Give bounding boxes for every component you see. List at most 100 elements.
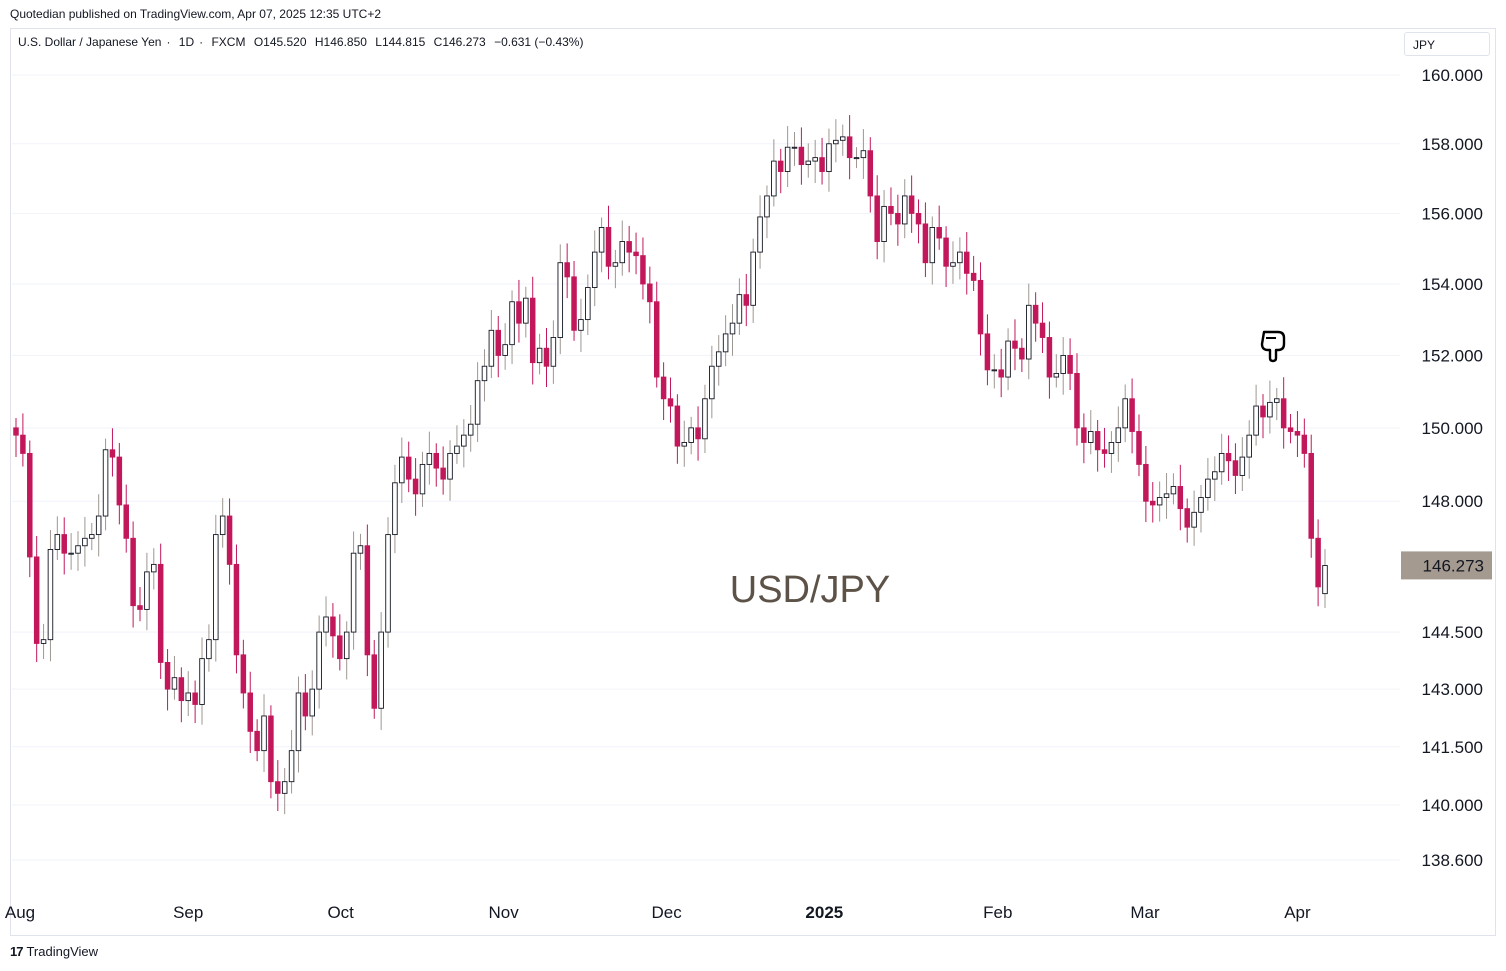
candle-body bbox=[157, 563, 164, 663]
candle-body bbox=[598, 227, 605, 253]
candle bbox=[1039, 302, 1046, 354]
candle-body bbox=[681, 441, 688, 447]
candle-body bbox=[440, 467, 446, 480]
candle bbox=[736, 278, 743, 335]
candle bbox=[1150, 482, 1156, 523]
ohlc-close: C146.273 bbox=[433, 35, 486, 49]
candle bbox=[757, 195, 763, 269]
price-tick-label: 160.000 bbox=[1422, 66, 1483, 85]
candle-body bbox=[922, 223, 929, 264]
candle bbox=[1088, 410, 1094, 455]
candle-body bbox=[226, 515, 233, 565]
time-axis[interactable]: Aug Sep Oct Nov Dec 2025 Feb Mar Apr bbox=[5, 903, 1311, 922]
candle-body bbox=[295, 692, 302, 752]
candle-body bbox=[709, 365, 715, 400]
candle bbox=[13, 418, 19, 458]
candle bbox=[984, 314, 991, 386]
candle-body bbox=[536, 347, 543, 364]
candle-body bbox=[605, 227, 612, 267]
candle bbox=[61, 517, 67, 575]
ohlc-open: O145.520 bbox=[253, 35, 307, 49]
candle bbox=[1191, 490, 1197, 546]
candle bbox=[839, 124, 846, 156]
candle-body bbox=[633, 251, 639, 257]
candle bbox=[950, 241, 956, 284]
candle-body bbox=[495, 329, 502, 356]
candle-body bbox=[1177, 486, 1184, 510]
symbol-name[interactable]: U.S. Dollar / Japanese Yen bbox=[18, 35, 162, 49]
candle bbox=[357, 533, 364, 570]
candle-body bbox=[95, 515, 102, 536]
candle bbox=[536, 333, 543, 375]
candle bbox=[185, 671, 191, 717]
candle bbox=[385, 517, 391, 648]
candle bbox=[20, 413, 26, 467]
candle-body bbox=[1067, 354, 1073, 374]
candle-body bbox=[764, 195, 770, 218]
candle-body bbox=[123, 504, 129, 539]
candle-body bbox=[523, 297, 529, 324]
candle-body bbox=[674, 405, 681, 447]
candle bbox=[275, 760, 281, 812]
symbol-info-bar[interactable]: U.S. Dollar / Japanese Yen · 1D · FXCM O14… bbox=[18, 35, 584, 49]
candle-body bbox=[943, 237, 949, 267]
candle bbox=[1267, 380, 1273, 434]
footer-brand-label: TradingView bbox=[26, 944, 99, 959]
candle bbox=[1156, 481, 1163, 522]
candle-body bbox=[330, 616, 336, 637]
candle-body bbox=[777, 160, 784, 172]
candle bbox=[219, 498, 226, 548]
candle bbox=[144, 552, 150, 631]
candle-body bbox=[950, 262, 956, 267]
candle-body bbox=[40, 639, 47, 644]
candle-body bbox=[929, 227, 936, 264]
candle bbox=[488, 310, 495, 379]
candle bbox=[1218, 433, 1225, 485]
footer-brand[interactable]: 17 TradingView bbox=[10, 944, 98, 959]
symbol-interval[interactable]: 1D bbox=[178, 35, 195, 49]
candle bbox=[791, 132, 798, 166]
candle-body bbox=[1053, 372, 1060, 378]
candle-body bbox=[509, 301, 515, 346]
price-tick-label: 148.000 bbox=[1422, 492, 1483, 511]
candlestick-chart[interactable]: 160.000 158.000 156.000 154.000 152.000 150.0… bbox=[0, 0, 1506, 940]
tradingview-logo-icon: 17 bbox=[10, 944, 24, 959]
candle bbox=[777, 148, 784, 194]
candle-body bbox=[895, 212, 901, 225]
currency-label[interactable]: JPY bbox=[1404, 32, 1490, 56]
candle bbox=[337, 614, 343, 671]
price-axis[interactable]: 160.000 158.000 156.000 154.000 152.000 150.0… bbox=[1422, 66, 1483, 870]
candle bbox=[95, 494, 102, 557]
candle bbox=[729, 304, 736, 356]
candle-body bbox=[529, 297, 536, 364]
time-tick-label: Dec bbox=[651, 903, 682, 922]
candle-body bbox=[68, 552, 74, 555]
candle bbox=[1053, 354, 1060, 388]
candle bbox=[771, 139, 777, 207]
candle-body bbox=[89, 534, 95, 539]
candle-body bbox=[185, 692, 191, 702]
candle-body bbox=[1198, 497, 1204, 513]
time-tick-label: Apr bbox=[1284, 903, 1311, 922]
time-tick-label: Aug bbox=[5, 903, 35, 922]
last-price-value: 146.273 bbox=[1423, 556, 1484, 575]
candle bbox=[192, 680, 198, 724]
candle bbox=[1163, 473, 1170, 519]
candle-body bbox=[819, 157, 825, 172]
candle-body bbox=[481, 365, 488, 382]
candle bbox=[784, 126, 791, 187]
candle-body bbox=[454, 445, 460, 454]
candle-body bbox=[1322, 565, 1328, 595]
candle bbox=[1232, 443, 1239, 494]
candle-body bbox=[268, 715, 274, 783]
candle-body bbox=[61, 534, 67, 554]
candle-body bbox=[1225, 452, 1232, 462]
candle bbox=[509, 290, 515, 365]
candle-body bbox=[901, 195, 908, 225]
candle bbox=[915, 199, 922, 244]
candle bbox=[433, 443, 440, 487]
candle bbox=[640, 237, 646, 300]
candle bbox=[895, 194, 901, 246]
candle bbox=[233, 544, 240, 674]
candle bbox=[1046, 321, 1053, 399]
